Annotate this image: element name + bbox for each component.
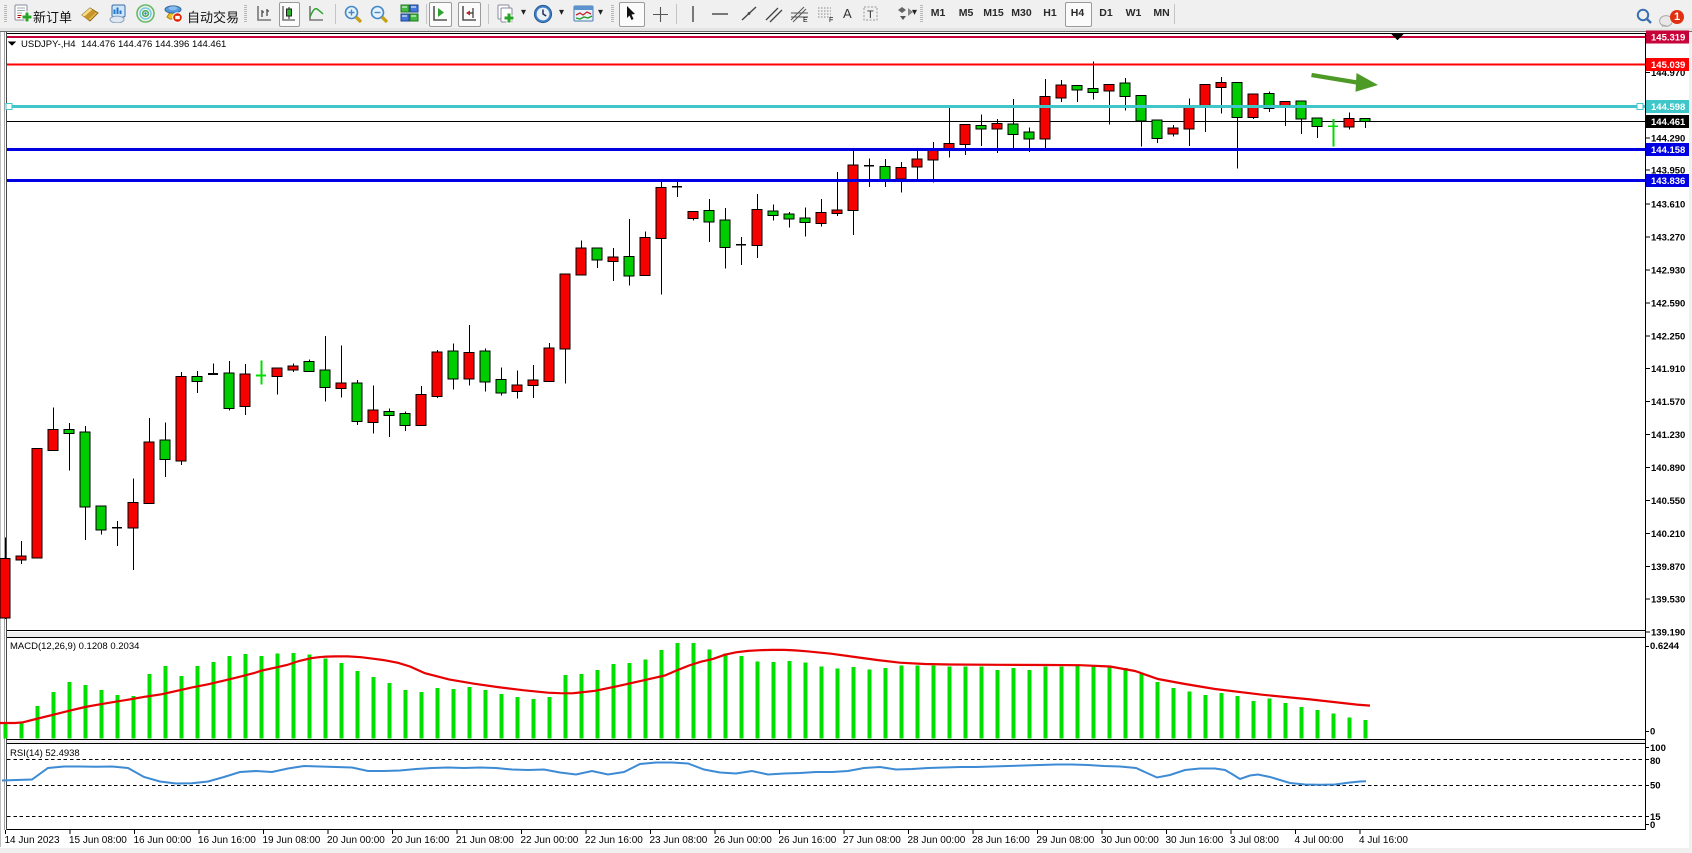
- svg-text:RSI(14) 52.4938: RSI(14) 52.4938: [10, 748, 80, 759]
- svg-text:22 Jun 00:00: 22 Jun 00:00: [521, 835, 579, 846]
- svg-text:142.250: 142.250: [1651, 331, 1685, 342]
- svg-text:29 Jun 08:00: 29 Jun 08:00: [1037, 835, 1095, 846]
- svg-text:139.190: 139.190: [1651, 628, 1685, 639]
- svg-text:141.910: 141.910: [1651, 364, 1685, 375]
- svg-text:26 Jun 00:00: 26 Jun 00:00: [714, 835, 772, 846]
- svg-text:144.598: 144.598: [1651, 102, 1685, 113]
- svg-text:80: 80: [1650, 756, 1661, 767]
- svg-text:0.6244: 0.6244: [1650, 641, 1680, 652]
- svg-text:143.950: 143.950: [1651, 166, 1685, 177]
- svg-text:28 Jun 16:00: 28 Jun 16:00: [972, 835, 1030, 846]
- svg-text:20 Jun 00:00: 20 Jun 00:00: [327, 835, 385, 846]
- svg-text:MACD(12,26,9) 0.1208 0.2034: MACD(12,26,9) 0.1208 0.2034: [10, 641, 139, 652]
- svg-text:28 Jun 00:00: 28 Jun 00:00: [908, 835, 966, 846]
- svg-text:27 Jun 08:00: 27 Jun 08:00: [843, 835, 901, 846]
- svg-text:143.270: 143.270: [1651, 233, 1685, 244]
- svg-text:139.530: 139.530: [1651, 595, 1685, 606]
- svg-text:0: 0: [1650, 727, 1655, 738]
- svg-text:144.158: 144.158: [1651, 145, 1685, 156]
- svg-text:144.476 144.476 144.396 144.46: 144.476 144.476 144.396 144.461: [81, 39, 226, 50]
- svg-text:4 Jul 00:00: 4 Jul 00:00: [1295, 835, 1344, 846]
- svg-text:139.870: 139.870: [1651, 562, 1685, 573]
- svg-text:140.550: 140.550: [1651, 496, 1685, 507]
- svg-text:100: 100: [1650, 743, 1666, 754]
- svg-text:141.570: 141.570: [1651, 397, 1685, 408]
- svg-text:USDJPY-,H4: USDJPY-,H4: [21, 39, 76, 50]
- svg-text:145.039: 145.039: [1651, 60, 1685, 71]
- svg-text:26 Jun 16:00: 26 Jun 16:00: [779, 835, 837, 846]
- svg-text:142.590: 142.590: [1651, 298, 1685, 309]
- svg-text:0: 0: [1650, 820, 1655, 831]
- svg-text:140.890: 140.890: [1651, 463, 1685, 474]
- svg-text:21 Jun 08:00: 21 Jun 08:00: [456, 835, 514, 846]
- svg-text:142.930: 142.930: [1651, 265, 1685, 276]
- svg-text:30 Jun 16:00: 30 Jun 16:00: [1166, 835, 1224, 846]
- svg-text:30 Jun 00:00: 30 Jun 00:00: [1101, 835, 1159, 846]
- svg-text:19 Jun 08:00: 19 Jun 08:00: [263, 835, 321, 846]
- svg-text:T: T: [867, 9, 874, 21]
- svg-text:140.210: 140.210: [1651, 529, 1685, 540]
- svg-text:50: 50: [1650, 781, 1661, 792]
- svg-text:16 Jun 00:00: 16 Jun 00:00: [134, 835, 192, 846]
- svg-text:143.610: 143.610: [1651, 200, 1685, 211]
- svg-text:22 Jun 16:00: 22 Jun 16:00: [585, 835, 643, 846]
- svg-text:4 Jul 16:00: 4 Jul 16:00: [1359, 835, 1408, 846]
- svg-text:144.290: 144.290: [1651, 134, 1685, 145]
- svg-text:143.836: 143.836: [1651, 176, 1685, 187]
- svg-text:3 Jul 08:00: 3 Jul 08:00: [1230, 835, 1279, 846]
- svg-text:144.461: 144.461: [1651, 117, 1686, 128]
- svg-text:23 Jun 08:00: 23 Jun 08:00: [650, 835, 708, 846]
- svg-text:14 Jun 2023: 14 Jun 2023: [5, 835, 60, 846]
- svg-text:E: E: [803, 17, 808, 23]
- svg-text:15: 15: [1650, 812, 1661, 823]
- svg-text:145.319: 145.319: [1651, 33, 1685, 44]
- svg-text:144.970: 144.970: [1651, 68, 1685, 79]
- svg-text:141.230: 141.230: [1651, 430, 1685, 441]
- svg-text:16 Jun 16:00: 16 Jun 16:00: [198, 835, 256, 846]
- svg-text:15 Jun 08:00: 15 Jun 08:00: [69, 835, 127, 846]
- svg-text:F: F: [829, 17, 833, 23]
- svg-text:20 Jun 16:00: 20 Jun 16:00: [392, 835, 450, 846]
